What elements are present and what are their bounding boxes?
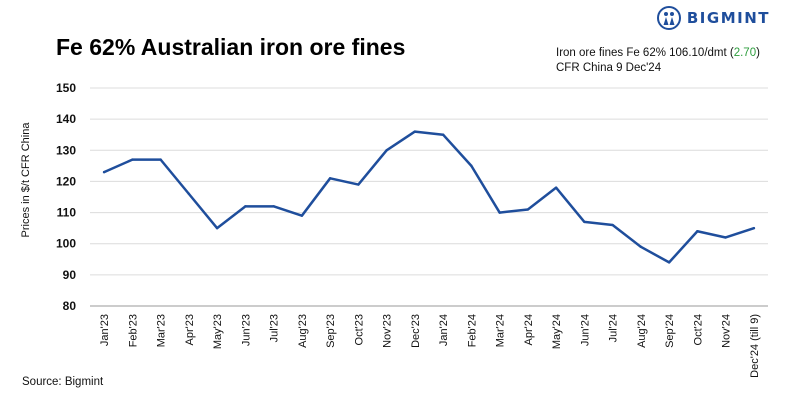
source-note: Source: Bigmint (22, 376, 104, 388)
x-tick-label: Dec'24 (till 9) (749, 314, 761, 378)
x-tick-label: Oct'24 (692, 314, 704, 345)
y-tick-label: 130 (56, 143, 76, 157)
data-point (244, 205, 247, 208)
x-tick-label: Jan'24 (438, 314, 450, 346)
data-point (328, 177, 332, 180)
x-tick-label: Sep'24 (664, 314, 676, 348)
data-point (554, 186, 558, 189)
y-tick-label: 150 (56, 81, 76, 95)
y-tick-label: 120 (56, 174, 76, 188)
x-tick-label: Nov'24 (721, 314, 733, 348)
x-tick-label: Sep'23 (325, 314, 337, 348)
data-point (526, 208, 530, 211)
y-tick-label: 140 (56, 112, 76, 126)
data-point (752, 226, 756, 230)
data-point (611, 223, 614, 227)
annotation-line-2: CFR China 9 Dec'24 (556, 62, 662, 74)
data-point (583, 220, 586, 224)
price-change-value: 2.70 (733, 47, 757, 59)
x-tick-label: May'23 (212, 314, 224, 349)
data-point (498, 211, 501, 214)
data-point (441, 133, 445, 136)
y-tick-label: 90 (63, 268, 77, 282)
x-tick-label: Nov'23 (382, 314, 394, 348)
data-point (639, 245, 643, 249)
data-point (413, 130, 417, 133)
brand-name: BIGMINT (686, 9, 770, 27)
data-point (159, 158, 162, 161)
data-point (102, 170, 106, 174)
data-point (215, 226, 219, 230)
brand-logo: BIGMINT (656, 6, 770, 30)
data-point (696, 230, 699, 233)
series-line (102, 130, 756, 264)
x-tick-label: Jun'23 (240, 314, 252, 346)
data-point (272, 205, 275, 208)
people-logo-icon (656, 6, 681, 30)
annotation-price-text: Iron ore fines Fe 62% 106.10/dmt ( (556, 47, 734, 59)
data-point (385, 149, 388, 152)
data-point (724, 236, 727, 239)
x-tick-label: Jun'24 (579, 314, 591, 346)
x-tick-label: May'24 (551, 314, 563, 349)
annotation-close-paren: ) (756, 47, 760, 59)
x-tick-label: Aug'23 (297, 314, 309, 348)
x-tick-label: Feb'23 (127, 314, 139, 347)
annotation-line-1: Iron ore fines Fe 62% 106.10/dmt (2.70) (556, 46, 760, 61)
data-point (357, 183, 360, 186)
x-tick-label: Jan'23 (99, 314, 111, 346)
x-tick-label: Mar'24 (495, 314, 507, 347)
y-tick-label: 80 (63, 299, 77, 313)
x-tick-label: Apr'24 (523, 314, 535, 345)
data-point (187, 192, 191, 196)
x-tick-label: Oct'23 (353, 314, 365, 345)
data-point (300, 214, 304, 217)
x-tick-label: Feb'24 (466, 314, 478, 347)
x-tick-label: Jul'23 (269, 314, 281, 342)
y-tick-label: 110 (57, 206, 77, 220)
x-tick-label: Apr'23 (184, 314, 196, 345)
data-point (131, 158, 134, 161)
x-tick-label: Dec'23 (410, 314, 422, 348)
x-tick-label: Aug'24 (636, 314, 648, 348)
chart-title: Fe 62% Australian iron ore fines (56, 34, 406, 60)
x-tick-label: Mar'23 (156, 314, 168, 347)
data-point (470, 164, 473, 168)
price-annotation: Iron ore fines Fe 62% 106.10/dmt (2.70) … (556, 46, 760, 76)
data-point (667, 261, 671, 264)
y-tick-label: 100 (56, 237, 76, 251)
x-tick-label: Jul'24 (608, 314, 620, 342)
